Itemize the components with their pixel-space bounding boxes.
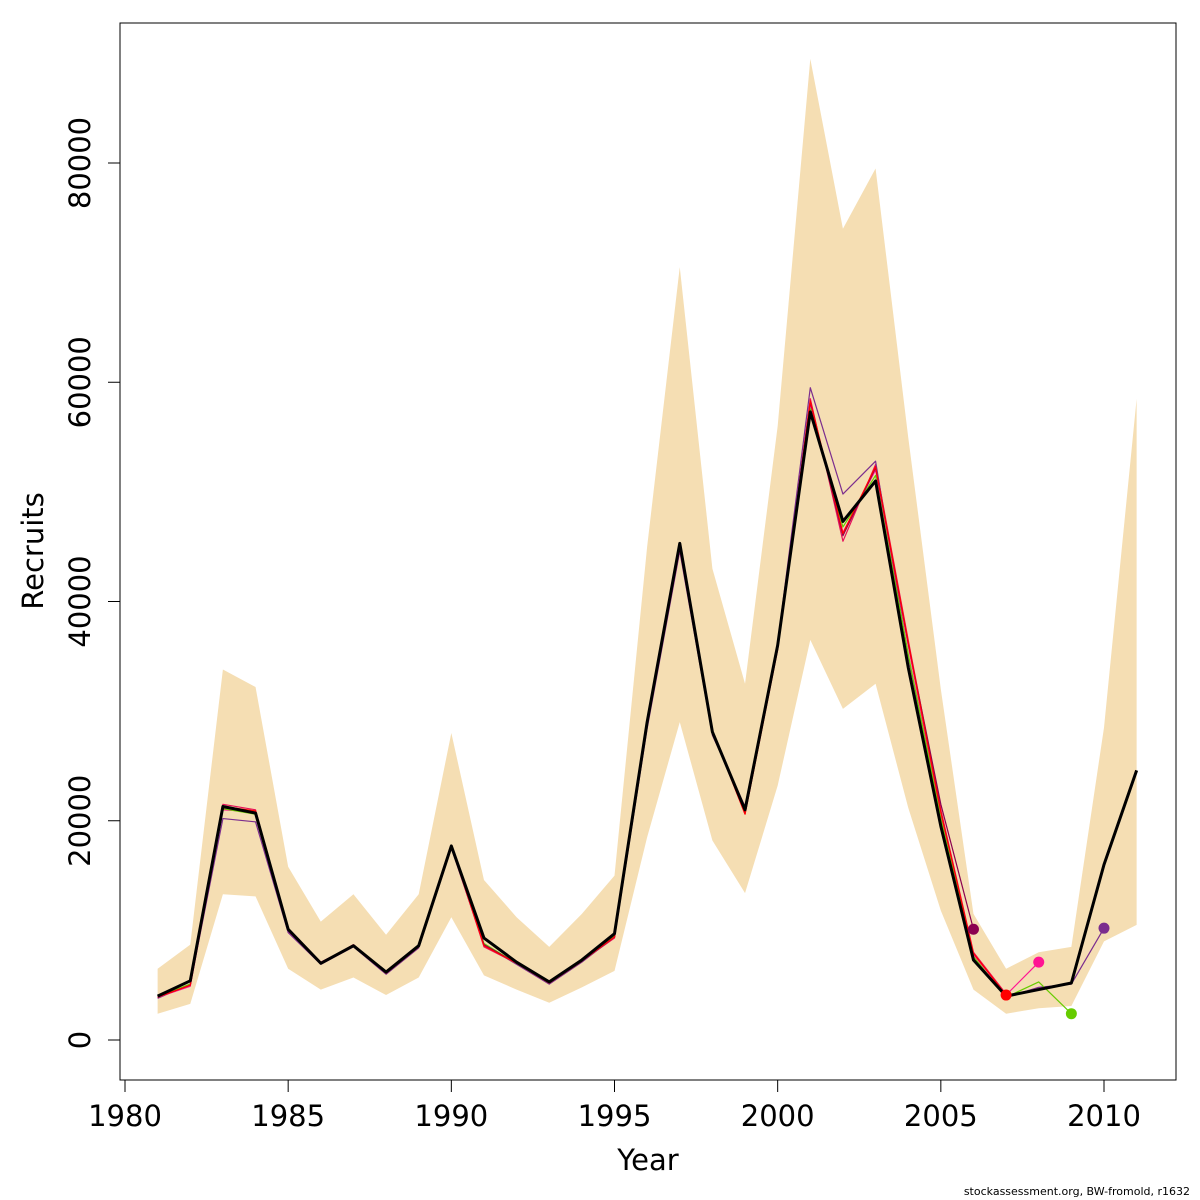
x-tick-label: 1980 bbox=[88, 1099, 162, 1133]
endpoint-markers-layer bbox=[967, 922, 1110, 1020]
y-axis: 0 20000 40000 60000 80000 bbox=[63, 117, 121, 1049]
endpoint-marker-2010 bbox=[1098, 922, 1110, 934]
endpoint-marker-2008 bbox=[1033, 956, 1045, 968]
x-axis-title: Year bbox=[616, 1143, 678, 1177]
x-tick-label: 1995 bbox=[578, 1099, 652, 1133]
series-line-main bbox=[156, 410, 1139, 998]
y-tick-label: 20000 bbox=[63, 775, 97, 867]
confidence-band bbox=[157, 58, 1137, 1014]
y-tick-label: 60000 bbox=[63, 336, 97, 428]
x-tick-label: 2010 bbox=[1067, 1099, 1141, 1133]
endpoint-marker-2009 bbox=[1065, 1008, 1077, 1020]
x-axis: 1980 1985 1990 1995 2000 2005 2010 bbox=[88, 1079, 1141, 1133]
series-layer bbox=[156, 387, 1139, 1015]
y-tick-label: 80000 bbox=[63, 117, 97, 209]
credit-text: stockassessment.org, BW-fromold, r1632 bbox=[963, 1185, 1190, 1198]
y-tick-label: 0 bbox=[63, 1031, 97, 1049]
x-tick-label: 1985 bbox=[251, 1099, 325, 1133]
y-tick-label: 40000 bbox=[63, 555, 97, 647]
endpoint-marker-2007 bbox=[1000, 989, 1012, 1001]
endpoint-marker-2006 bbox=[967, 923, 979, 935]
x-tick-label: 2005 bbox=[904, 1099, 978, 1133]
x-tick-label: 1990 bbox=[414, 1099, 488, 1133]
x-tick-label: 2000 bbox=[741, 1099, 815, 1133]
y-axis-title: Recruits bbox=[16, 492, 50, 609]
confidence-band-layer bbox=[157, 58, 1137, 1014]
